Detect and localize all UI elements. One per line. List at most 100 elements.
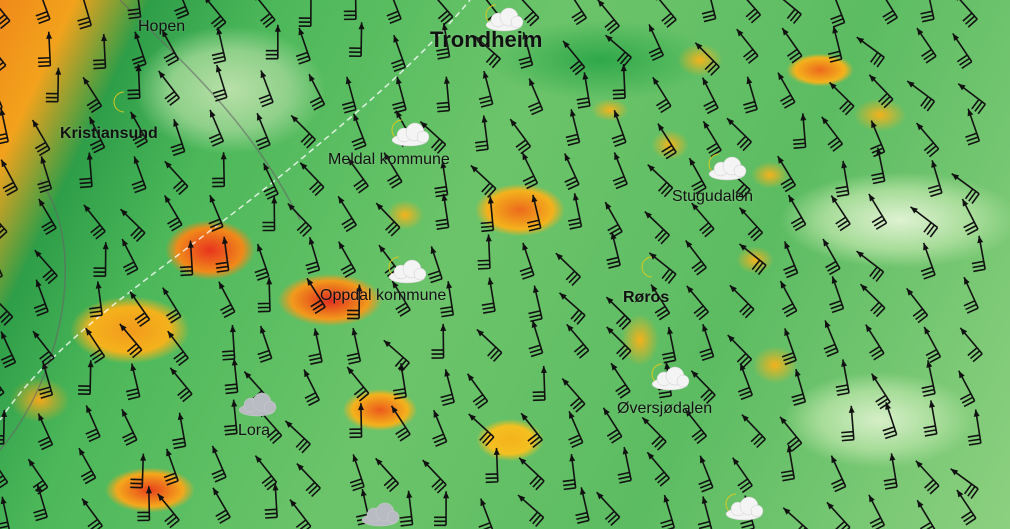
wind-barb: [737, 363, 753, 401]
wind-barb: [78, 447, 97, 485]
wind-barb: [83, 204, 106, 240]
wind-barb: [610, 362, 631, 399]
wind-barb: [868, 74, 894, 109]
wind-barb: [391, 34, 407, 73]
wind-barb: [0, 385, 5, 397]
wind-barb: [434, 491, 450, 527]
wind-barb: [475, 115, 489, 152]
wind-barb: [783, 241, 799, 279]
wind-barb: [780, 444, 796, 482]
wind-barb: [732, 457, 753, 494]
wind-barb: [179, 240, 194, 277]
wind-barb: [648, 24, 665, 62]
wind-barb: [699, 323, 715, 362]
wind-barb: [466, 373, 489, 409]
wind-barb: [835, 160, 850, 198]
wind-barb: [351, 113, 367, 151]
wind-barb: [121, 408, 138, 446]
wind-barb: [606, 231, 621, 269]
wind-barb: [830, 195, 851, 232]
wind-barb: [652, 76, 672, 114]
wind-barb: [78, 360, 94, 395]
wind-barb: [392, 76, 407, 114]
wind-barb: [436, 76, 451, 113]
wind-barb: [212, 487, 231, 524]
wind-barb: [604, 201, 623, 239]
wind-barb: [865, 324, 885, 361]
wind-barb: [343, 0, 357, 21]
place-stugudalen[interactable]: Stugudalen: [672, 188, 753, 205]
wind-barb: [822, 238, 841, 276]
wind-barb: [691, 202, 715, 238]
wind-barb: [137, 486, 152, 522]
wind-barb: [575, 487, 590, 524]
wind-barb: [565, 109, 581, 146]
wind-barb: [660, 494, 676, 529]
wind-barb: [81, 498, 103, 529]
wind-barb: [386, 0, 402, 25]
wind-barb: [262, 196, 278, 232]
wind-barb: [0, 100, 3, 110]
wind-barb: [392, 363, 407, 400]
wind-barb: [349, 22, 365, 58]
place-kristiansund[interactable]: Kristiansund: [60, 125, 158, 142]
wind-barb: [349, 403, 365, 439]
wind-barb: [85, 327, 106, 364]
wind-barb: [0, 7, 11, 30]
wind-barb: [521, 0, 540, 27]
wind-barb: [0, 222, 8, 239]
wind-barb: [224, 358, 239, 395]
place-oppdal[interactable]: Oppdal kommune: [320, 287, 447, 304]
wind-barb: [781, 27, 803, 64]
place-roros[interactable]: Røros: [623, 289, 670, 306]
wind-barb: [129, 291, 151, 328]
wind-barb: [686, 285, 709, 321]
wind-barb: [921, 360, 936, 397]
wind-barb: [777, 155, 797, 193]
wind-barb: [88, 116, 106, 154]
cloud-icon: [361, 502, 400, 527]
wind-barb: [161, 29, 180, 67]
wind-barb: [349, 454, 365, 492]
wind-barb: [427, 246, 443, 284]
wind-barb: [597, 0, 620, 35]
place-trondheim[interactable]: Trondheim: [430, 27, 543, 52]
wind-barb: [702, 120, 722, 158]
wind-barb: [33, 279, 49, 317]
wind-barb: [604, 34, 632, 67]
wind-barb: [35, 0, 51, 25]
wind-barb: [34, 249, 58, 285]
wind-barb: [169, 367, 193, 403]
wind-barb: [303, 369, 320, 407]
place-hopen[interactable]: Hopen: [138, 18, 186, 35]
wind-barb: [481, 277, 496, 314]
wind-barb: [779, 280, 798, 318]
wind-barb: [308, 328, 323, 365]
wind-barb: [470, 164, 497, 198]
wind-barb: [295, 27, 311, 65]
wind-barb: [871, 147, 886, 185]
wind-barb: [296, 463, 321, 498]
wind-barb: [211, 27, 227, 64]
wind-barb: [383, 339, 410, 373]
wind-barb: [684, 408, 708, 445]
wind-barb: [0, 331, 17, 369]
wind-barb: [391, 280, 411, 317]
partly-cloudy-night-icon: [388, 256, 427, 284]
place-oversjodalen[interactable]: Øversjødalen: [617, 400, 713, 417]
wind-barb: [792, 113, 807, 150]
wind-barb: [561, 378, 586, 413]
wind-barb: [37, 413, 54, 451]
wind-barb: [916, 499, 936, 529]
wind-barb: [829, 276, 845, 314]
place-meldal[interactable]: Meldal kommune: [328, 151, 450, 168]
wind-barb: [431, 323, 447, 359]
wind-barb: [290, 114, 316, 149]
wind-barb: [435, 193, 450, 230]
place-lora[interactable]: Lora: [238, 422, 271, 439]
wind-barb: [571, 0, 588, 26]
wind-barb: [208, 109, 225, 147]
wind-barb: [701, 0, 717, 23]
